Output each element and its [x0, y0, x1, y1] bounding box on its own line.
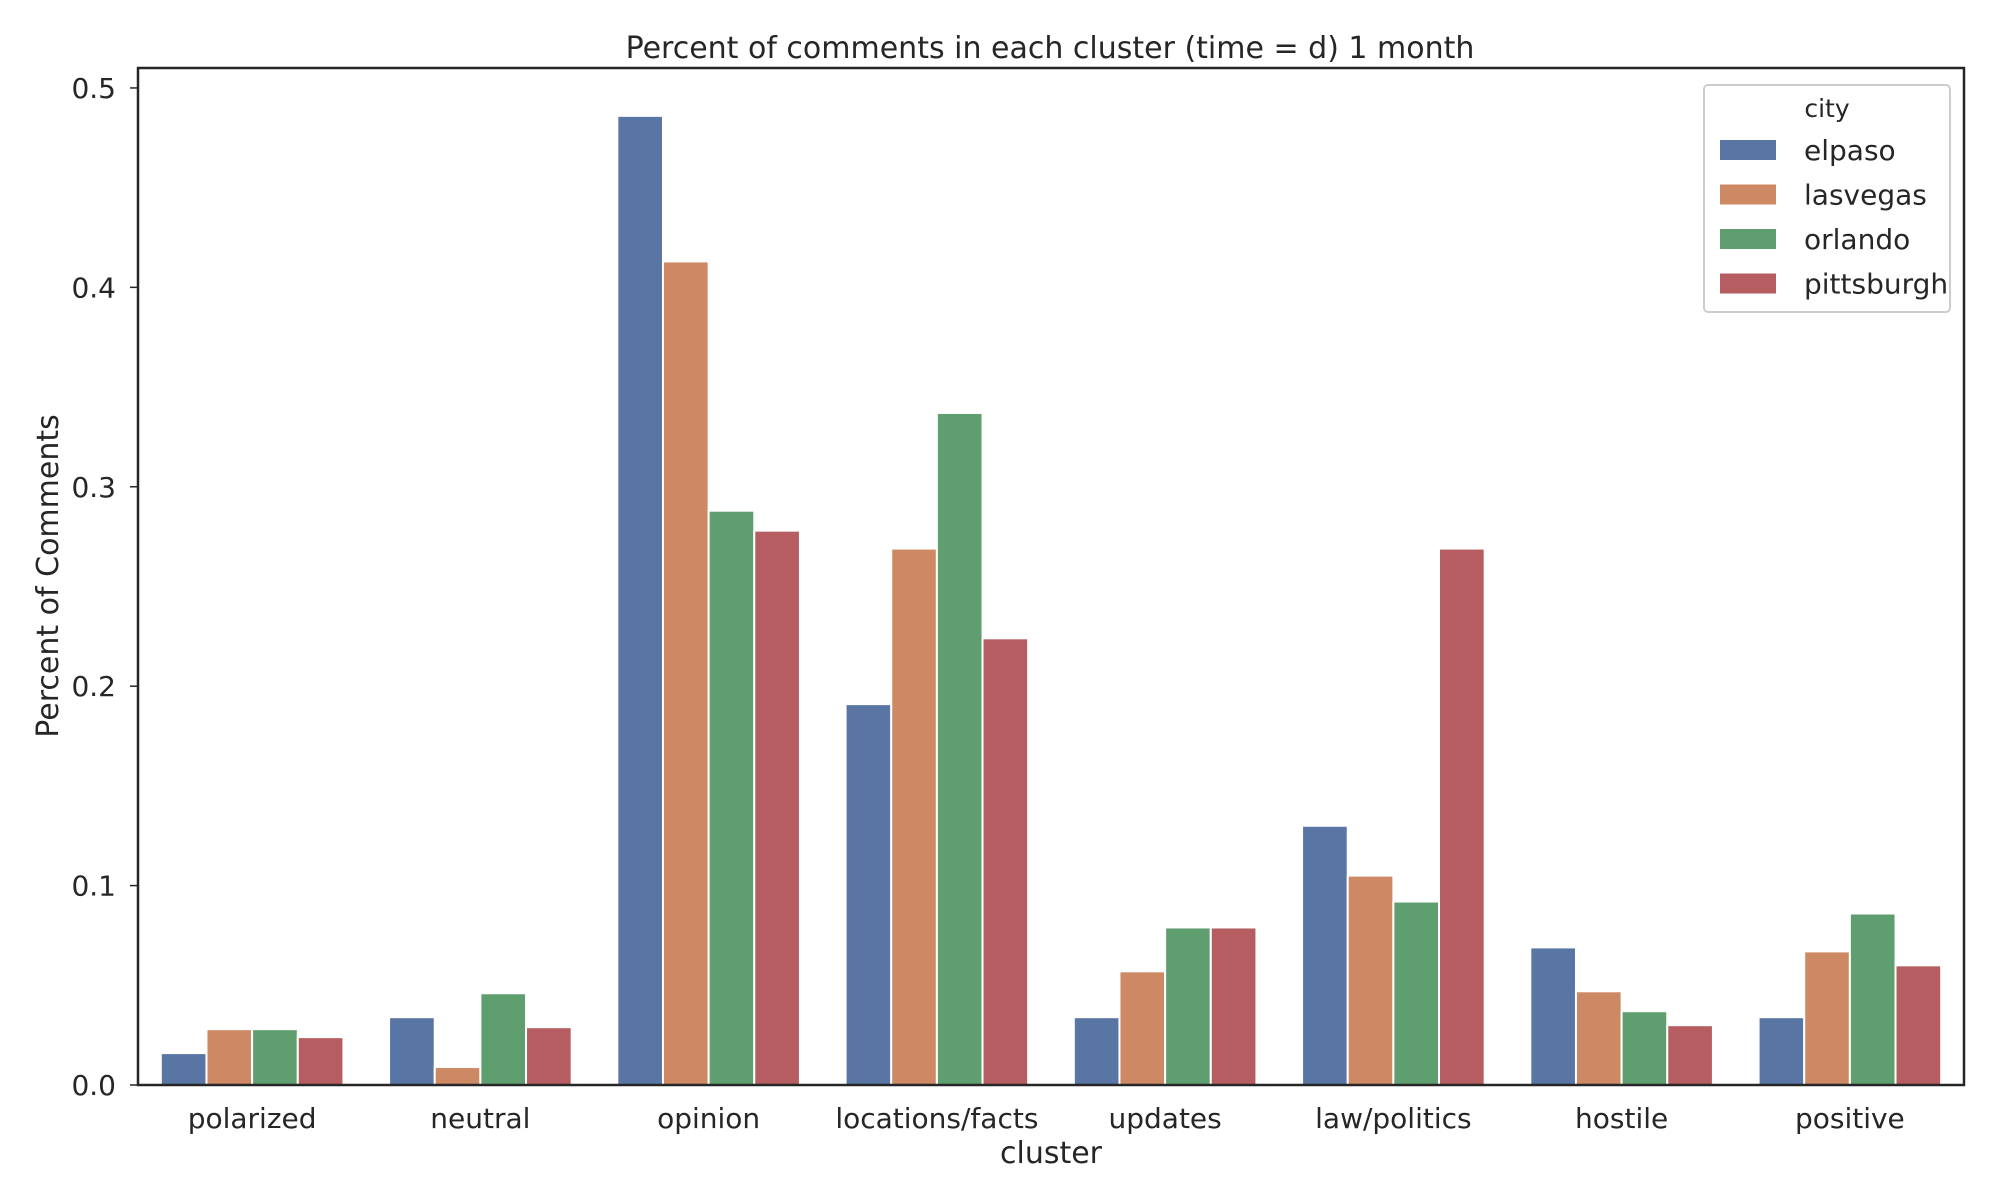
x-tick-label: locations/facts [835, 1102, 1038, 1135]
bar-pittsburgh-updates [1209, 926, 1258, 1087]
legend-items: elpaso lasvegas orlando pittsburgh [1720, 134, 1948, 301]
bars-layer [159, 114, 1943, 1087]
x-tick-label: hostile [1575, 1102, 1668, 1135]
legend-swatch-pittsburgh [1720, 273, 1776, 294]
y-tick-label: 0.5 [71, 72, 116, 105]
y-tick-label: 0.4 [71, 271, 116, 304]
bar-orlando-hostile [1620, 1010, 1669, 1087]
bar-elpaso-locations-facts [844, 703, 893, 1086]
bar-lasvegas-locations-facts [890, 547, 938, 1086]
bar-elpaso-positive [1757, 1016, 1806, 1087]
bar-elpaso-updates [1072, 1016, 1121, 1087]
bar-orlando-positive [1848, 912, 1897, 1086]
y-axis-ticks: 0.0 0.1 0.2 0.3 0.4 0.5 [71, 72, 138, 1102]
bar-lasvegas-opinion [661, 260, 710, 1087]
bar-elpaso-opinion [616, 114, 664, 1086]
legend-title: city [1804, 94, 1849, 123]
bar-orlando-law-politics [1392, 900, 1441, 1087]
bar-pittsburgh-polarized [296, 1036, 345, 1087]
bar-orlando-opinion [707, 509, 756, 1087]
legend-swatch-elpaso [1720, 140, 1776, 160]
bar-pittsburgh-locations-facts [981, 637, 1030, 1086]
x-tick-label: updates [1109, 1102, 1222, 1135]
x-tick-label: polarized [188, 1102, 317, 1135]
chart-title: Percent of comments in each cluster (tim… [626, 31, 1475, 66]
bar-orlando-neutral [479, 992, 528, 1086]
bar-pittsburgh-neutral [525, 1026, 573, 1086]
bar-elpaso-law-politics [1301, 824, 1349, 1086]
bar-lasvegas-polarized [205, 1028, 254, 1086]
bar-lasvegas-law-politics [1346, 874, 1395, 1087]
bar-elpaso-neutral [388, 1016, 436, 1087]
y-axis-title: Percent of Comments [31, 414, 66, 737]
x-tick-label: neutral [430, 1102, 530, 1135]
x-tick-label: positive [1795, 1102, 1905, 1135]
x-axis-ticks: polarized neutral opinion locations/facts up… [188, 1102, 1905, 1135]
x-axis-title: cluster [1000, 1136, 1103, 1171]
legend: city elpaso lasvegas orlando pittsburgh [1703, 84, 1951, 313]
legend-swatch-orlando [1720, 229, 1776, 249]
bar-orlando-locations-facts [935, 411, 984, 1086]
legend-label-pittsburgh: pittsburgh [1804, 268, 1948, 301]
legend-swatch-lasvegas [1720, 184, 1776, 205]
x-tick-label: opinion [657, 1102, 760, 1135]
bar-orlando-updates [1164, 926, 1212, 1087]
bar-pittsburgh-hostile [1666, 1024, 1714, 1087]
bar-orlando-polarized [251, 1028, 299, 1086]
y-tick-label: 0.2 [71, 670, 116, 703]
y-tick-label: 0.1 [71, 870, 116, 903]
x-tick-label: law/politics [1315, 1102, 1471, 1135]
y-tick-label: 0.3 [71, 471, 116, 504]
bar-elpaso-polarized [159, 1052, 208, 1086]
legend-label-lasvegas: lasvegas [1804, 179, 1927, 212]
bar-lasvegas-neutral [433, 1066, 482, 1087]
bar-lasvegas-updates [1118, 970, 1167, 1086]
bar-pittsburgh-positive [1894, 964, 1943, 1087]
legend-label-elpaso: elpaso [1804, 134, 1896, 167]
bar-elpaso-hostile [1529, 946, 1577, 1086]
y-tick-label: 0.0 [71, 1069, 116, 1102]
bar-lasvegas-positive [1803, 950, 1851, 1086]
legend-label-orlando: orlando [1804, 223, 1910, 256]
plot-frame [136, 66, 1966, 1087]
bar-pittsburgh-law-politics [1438, 547, 1486, 1086]
bar-pittsburgh-opinion [753, 529, 801, 1086]
bar-lasvegas-hostile [1574, 990, 1623, 1087]
